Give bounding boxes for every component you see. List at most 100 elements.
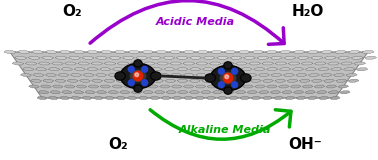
Polygon shape	[340, 91, 350, 94]
Polygon shape	[155, 91, 165, 94]
Polygon shape	[314, 62, 326, 65]
Polygon shape	[262, 62, 274, 65]
Circle shape	[225, 75, 229, 79]
Polygon shape	[170, 74, 182, 76]
Polygon shape	[287, 79, 298, 82]
Polygon shape	[100, 51, 113, 53]
Polygon shape	[155, 51, 167, 53]
Polygon shape	[61, 68, 73, 71]
Polygon shape	[208, 74, 219, 76]
Polygon shape	[307, 51, 319, 53]
Polygon shape	[279, 85, 289, 88]
Polygon shape	[228, 68, 239, 71]
Polygon shape	[255, 85, 265, 88]
Polygon shape	[293, 51, 305, 53]
Polygon shape	[183, 62, 195, 65]
Polygon shape	[48, 96, 58, 100]
Polygon shape	[79, 79, 90, 82]
Polygon shape	[336, 79, 347, 82]
Polygon shape	[42, 56, 54, 59]
Polygon shape	[297, 56, 309, 59]
Polygon shape	[67, 79, 78, 82]
Polygon shape	[100, 85, 111, 88]
Polygon shape	[121, 74, 132, 76]
Circle shape	[133, 71, 143, 81]
Polygon shape	[176, 56, 188, 59]
Polygon shape	[259, 91, 269, 94]
Polygon shape	[55, 56, 67, 59]
Polygon shape	[328, 91, 339, 94]
Polygon shape	[238, 79, 249, 82]
Polygon shape	[183, 74, 194, 76]
Polygon shape	[109, 56, 121, 59]
Polygon shape	[319, 96, 329, 100]
Polygon shape	[28, 56, 40, 59]
Polygon shape	[224, 91, 234, 94]
Polygon shape	[73, 51, 85, 53]
Polygon shape	[321, 51, 333, 53]
Polygon shape	[284, 74, 294, 76]
Polygon shape	[224, 51, 237, 53]
Text: Acidic Media: Acidic Media	[155, 17, 235, 27]
Polygon shape	[125, 68, 137, 71]
Polygon shape	[274, 96, 284, 100]
Polygon shape	[23, 68, 34, 71]
Polygon shape	[330, 96, 340, 100]
Polygon shape	[74, 68, 85, 71]
Polygon shape	[29, 85, 39, 88]
Polygon shape	[85, 91, 95, 94]
Polygon shape	[257, 56, 269, 59]
Polygon shape	[58, 74, 69, 76]
Ellipse shape	[134, 85, 142, 92]
Polygon shape	[201, 79, 212, 82]
Polygon shape	[53, 85, 63, 88]
Polygon shape	[18, 51, 30, 53]
Polygon shape	[78, 62, 90, 65]
Polygon shape	[114, 51, 126, 53]
Polygon shape	[299, 79, 310, 82]
Polygon shape	[247, 91, 257, 94]
Polygon shape	[235, 91, 246, 94]
Polygon shape	[246, 74, 257, 76]
Polygon shape	[146, 74, 157, 76]
Polygon shape	[270, 91, 280, 94]
Polygon shape	[197, 51, 209, 53]
Polygon shape	[39, 62, 50, 65]
Polygon shape	[230, 56, 242, 59]
Polygon shape	[149, 56, 161, 59]
Polygon shape	[296, 96, 306, 100]
Polygon shape	[328, 62, 339, 65]
Polygon shape	[160, 85, 170, 88]
Polygon shape	[183, 96, 194, 100]
Polygon shape	[45, 74, 57, 76]
Polygon shape	[178, 91, 188, 94]
Text: O₂: O₂	[62, 4, 82, 19]
Polygon shape	[88, 85, 99, 88]
Polygon shape	[40, 85, 51, 88]
Circle shape	[232, 68, 238, 74]
Polygon shape	[116, 96, 126, 100]
Polygon shape	[87, 51, 99, 53]
Polygon shape	[158, 74, 169, 76]
Polygon shape	[65, 62, 76, 65]
Polygon shape	[301, 62, 313, 65]
Polygon shape	[238, 51, 250, 53]
Polygon shape	[166, 91, 177, 94]
Polygon shape	[148, 85, 158, 88]
Polygon shape	[93, 96, 103, 100]
Polygon shape	[348, 79, 359, 82]
Polygon shape	[96, 56, 107, 59]
Polygon shape	[170, 62, 181, 65]
Polygon shape	[305, 68, 316, 71]
Polygon shape	[265, 51, 278, 53]
Polygon shape	[275, 79, 286, 82]
Ellipse shape	[120, 63, 156, 89]
Polygon shape	[76, 85, 87, 88]
Polygon shape	[203, 56, 215, 59]
Polygon shape	[362, 51, 374, 53]
Polygon shape	[96, 91, 107, 94]
Polygon shape	[164, 68, 175, 71]
Polygon shape	[206, 96, 216, 100]
Polygon shape	[104, 79, 115, 82]
Polygon shape	[31, 79, 42, 82]
